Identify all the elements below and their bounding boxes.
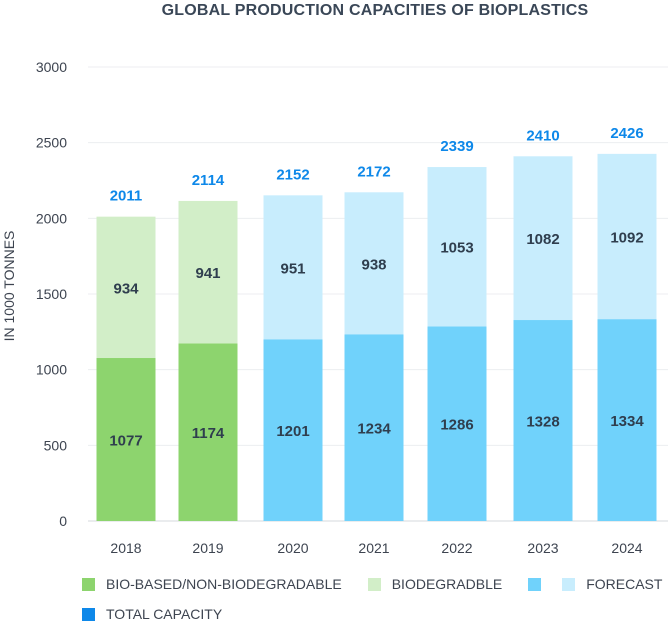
data-label-total: 2339 [440,138,473,155]
y-tick-label: 500 [44,437,68,453]
y-tick-label: 0 [59,513,67,529]
bar-biodegradable [427,167,487,327]
data-label-bio-based: 1286 [440,417,473,434]
bar-biodegradable [263,195,323,340]
bar-biodegradable [96,216,156,359]
data-label-total: 2152 [276,166,309,183]
x-tick-label: 2019 [192,540,223,556]
y-tick-label: 3000 [36,59,67,75]
legend: BIO-BASED/NON-BIODEGRADABLE BIODEGRADBLE… [82,576,662,592]
bar-bio-based [263,339,323,521]
legend-swatch-biodegradable [367,577,381,591]
chart-title: GLOBAL PRODUCTION CAPACITIES OF BIOPLAST… [161,2,589,19]
legend-swatch-bio-based [82,577,95,591]
y-tick-label: 2000 [36,210,67,226]
x-tick-label: 2022 [441,540,472,556]
data-label-biodegradable: 941 [195,265,220,282]
legend-label-biodegradable: BIODEGRADBLE [391,576,503,592]
y-tick-label: 1500 [36,286,67,302]
data-label-bio-based: 1234 [357,421,391,438]
y-axis-ticks: 0 500 1000 1500 2000 2500 3000 [36,59,67,529]
legend-item-total: TOTAL CAPACITY [82,606,222,622]
bar-bio-based [427,326,487,521]
bars: 1077 934 2011 1174 941 2114 1201 951 2152 1234 938… [96,125,657,521]
data-label-bio-based: 1174 [192,425,225,442]
x-tick-label: 2023 [527,540,558,556]
data-label-biodegradable: 951 [280,260,305,277]
legend-total: TOTAL CAPACITY [82,606,248,622]
legend-item-biodegradable: BIODEGRADBLE [367,576,503,592]
data-label-biodegradable: 1053 [440,240,473,257]
data-label-bio-based: 1077 [109,433,142,450]
data-label-total: 2410 [526,127,559,144]
x-tick-label: 2018 [110,540,141,556]
data-label-bio-based: 1334 [610,413,644,430]
bar-biodegradable [178,200,238,344]
bar-bio-based [96,358,156,521]
legend-swatch-forecast-bio-based [528,577,542,591]
legend-label-total: TOTAL CAPACITY [106,606,223,622]
y-axis-label: IN 1000 TONNES [1,231,17,342]
legend-item-forecast: FORECAST [528,576,662,592]
x-axis-ticks: 2018 2019 2020 2021 2022 2023 2024 [110,540,642,556]
bar-biodegradable [597,153,657,320]
bar-bio-based [344,334,404,521]
data-label-total: 2114 [192,172,225,189]
bar-bio-based [597,319,657,521]
legend-label-forecast: FORECAST [586,576,663,592]
x-tick-label: 2021 [358,540,389,556]
data-label-bio-based: 1328 [526,414,559,431]
legend-item-bio-based: BIO-BASED/NON-BIODEGRADABLE [82,576,342,592]
x-tick-label: 2024 [611,540,642,556]
legend-swatch-total [82,607,95,621]
legend-label-bio-based: BIO-BASED/NON-BIODEGRADABLE [106,576,342,592]
bar-bio-based [178,343,238,521]
data-label-biodegradable: 934 [113,280,139,297]
x-tick-label: 2020 [277,540,308,556]
data-label-bio-based: 1201 [276,423,309,440]
bar-bio-based [513,320,573,521]
y-tick-label: 1000 [36,362,67,378]
data-label-total: 2011 [110,188,143,205]
data-label-biodegradable: 1092 [610,229,643,246]
data-label-biodegradable: 1082 [526,231,559,248]
data-label-total: 2426 [610,125,643,142]
legend-swatch-forecast-biodegradable [562,577,576,591]
bar-biodegradable [513,156,573,321]
y-tick-label: 2500 [36,135,67,151]
bar-biodegradable [344,192,404,335]
data-label-biodegradable: 938 [361,256,386,273]
data-label-total: 2172 [357,163,390,180]
